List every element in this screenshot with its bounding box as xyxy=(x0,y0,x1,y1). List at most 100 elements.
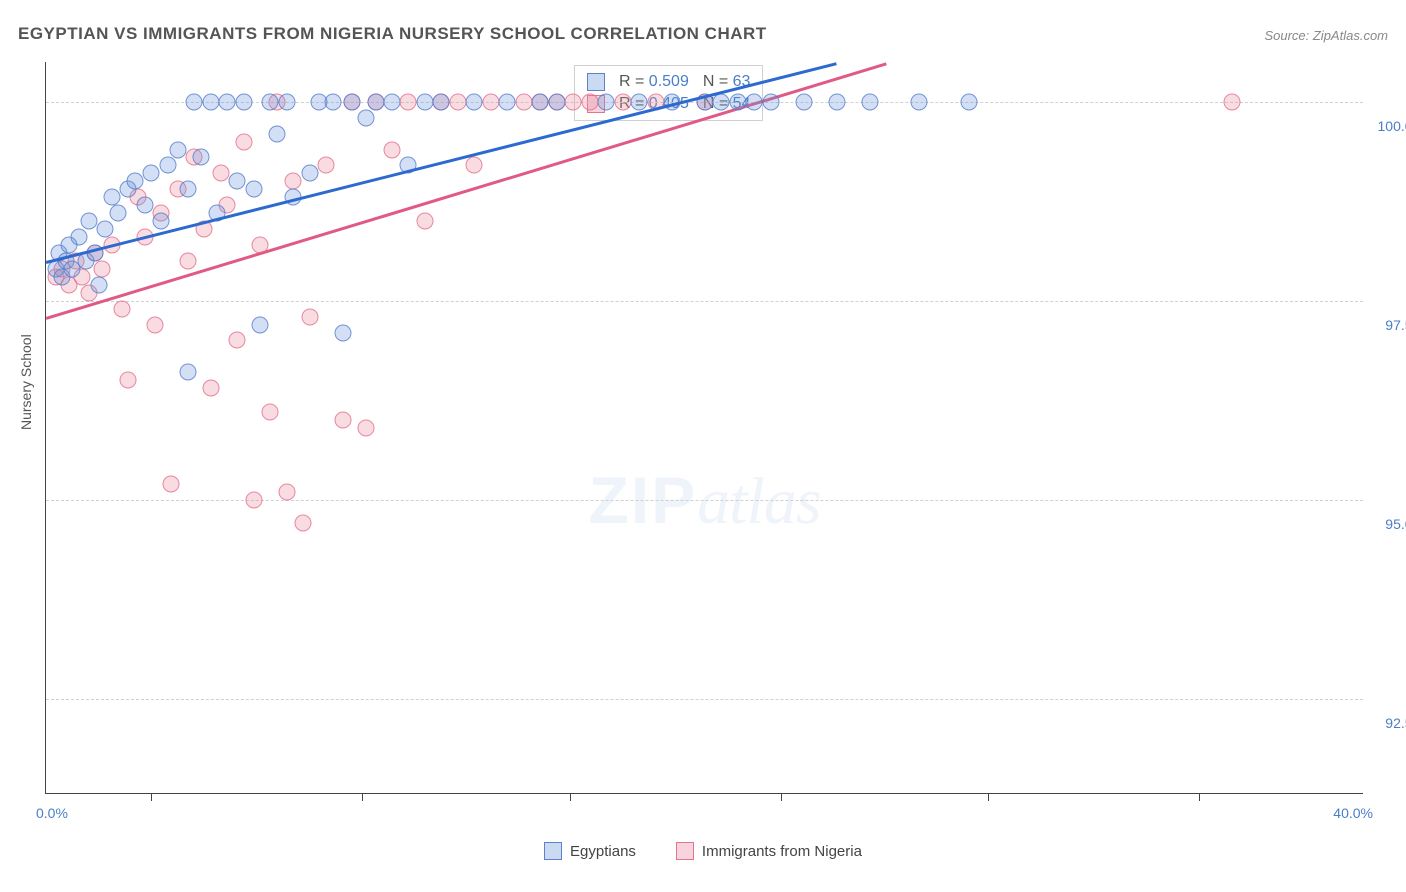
scatter-point xyxy=(163,475,180,492)
scatter-point xyxy=(416,93,433,110)
scatter-point xyxy=(532,93,549,110)
watermark: ZIPatlas xyxy=(588,462,820,540)
scatter-point xyxy=(70,229,87,246)
y-tick-label: 95.0% xyxy=(1370,516,1406,532)
scatter-point xyxy=(383,141,400,158)
scatter-point xyxy=(466,157,483,174)
scatter-point xyxy=(229,173,246,190)
r-label: R = xyxy=(619,73,644,90)
scatter-point xyxy=(202,380,219,397)
scatter-point xyxy=(268,125,285,142)
scatter-point xyxy=(252,316,269,333)
gridline xyxy=(46,699,1363,700)
scatter-point xyxy=(449,93,466,110)
scatter-point xyxy=(482,93,499,110)
scatter-point xyxy=(301,165,318,182)
scatter-point xyxy=(911,93,928,110)
scatter-point xyxy=(179,252,196,269)
scatter-point xyxy=(285,173,302,190)
scatter-point xyxy=(515,93,532,110)
x-tick xyxy=(362,793,363,801)
scatter-point xyxy=(548,93,565,110)
scatter-point xyxy=(357,420,374,437)
scatter-point xyxy=(1224,93,1241,110)
scatter-point xyxy=(301,308,318,325)
scatter-point xyxy=(466,93,483,110)
scatter-point xyxy=(746,93,763,110)
scatter-point xyxy=(357,109,374,126)
scatter-point xyxy=(565,93,582,110)
scatter-point xyxy=(383,93,400,110)
scatter-point xyxy=(861,93,878,110)
scatter-point xyxy=(235,93,252,110)
source-attribution: Source: ZipAtlas.com xyxy=(1264,28,1388,43)
scatter-point xyxy=(146,316,163,333)
scatter-point xyxy=(143,165,160,182)
scatter-point xyxy=(295,515,312,532)
scatter-point xyxy=(631,93,648,110)
scatter-point xyxy=(245,181,262,198)
x-tick xyxy=(151,793,152,801)
scatter-point xyxy=(499,93,516,110)
scatter-point xyxy=(713,93,730,110)
scatter-point xyxy=(179,364,196,381)
scatter-point xyxy=(762,93,779,110)
scatter-point xyxy=(828,93,845,110)
scatter-point xyxy=(94,260,111,277)
scatter-point xyxy=(235,133,252,150)
legend-label-blue: Egyptians xyxy=(570,843,636,860)
scatter-point xyxy=(192,149,209,166)
x-tick xyxy=(570,793,571,801)
x-axis-min-label: 0.0% xyxy=(36,805,68,821)
scatter-point xyxy=(614,93,631,110)
scatter-point xyxy=(229,332,246,349)
y-tick-label: 92.5% xyxy=(1370,715,1406,731)
swatch-icon xyxy=(587,73,605,91)
x-axis-max-label: 40.0% xyxy=(1333,805,1373,821)
scatter-point xyxy=(581,93,598,110)
scatter-point xyxy=(90,276,107,293)
y-tick-label: 97.5% xyxy=(1370,317,1406,333)
scatter-point xyxy=(202,93,219,110)
swatch-icon xyxy=(544,842,562,860)
scatter-point xyxy=(186,93,203,110)
scatter-point xyxy=(126,173,143,190)
scatter-point xyxy=(324,93,341,110)
scatter-point xyxy=(334,324,351,341)
scatter-point xyxy=(136,197,153,214)
plot-area: ZIPatlas R = 0.509 N = 63 R = 0.405 N = … xyxy=(45,62,1363,794)
scatter-point xyxy=(219,93,236,110)
watermark-atlas: atlas xyxy=(697,465,820,538)
scatter-point xyxy=(159,157,176,174)
scatter-point xyxy=(153,213,170,230)
chart-title: EGYPTIAN VS IMMIGRANTS FROM NIGERIA NURS… xyxy=(18,24,767,44)
scatter-point xyxy=(334,412,351,429)
scatter-point xyxy=(120,372,137,389)
scatter-point xyxy=(80,213,97,230)
scatter-point xyxy=(278,93,295,110)
scatter-point xyxy=(278,483,295,500)
gridline xyxy=(46,500,1363,501)
scatter-point xyxy=(318,157,335,174)
r-value-blue: 0.509 xyxy=(649,73,689,90)
scatter-point xyxy=(262,93,279,110)
scatter-point xyxy=(960,93,977,110)
scatter-point xyxy=(367,93,384,110)
x-tick xyxy=(781,793,782,801)
scatter-point xyxy=(795,93,812,110)
y-axis-title: Nursery School xyxy=(18,334,34,430)
legend-item-pink: Immigrants from Nigeria xyxy=(676,842,862,860)
scatter-point xyxy=(113,300,130,317)
scatter-point xyxy=(416,213,433,230)
legend-label-pink: Immigrants from Nigeria xyxy=(702,843,862,860)
swatch-icon xyxy=(676,842,694,860)
scatter-point xyxy=(110,205,127,222)
scatter-point xyxy=(169,141,186,158)
legend-item-blue: Egyptians xyxy=(544,842,636,860)
scatter-point xyxy=(245,491,262,508)
scatter-point xyxy=(433,93,450,110)
scatter-point xyxy=(344,93,361,110)
scatter-point xyxy=(103,189,120,206)
chart-container: EGYPTIAN VS IMMIGRANTS FROM NIGERIA NURS… xyxy=(0,0,1406,892)
scatter-point xyxy=(212,165,229,182)
